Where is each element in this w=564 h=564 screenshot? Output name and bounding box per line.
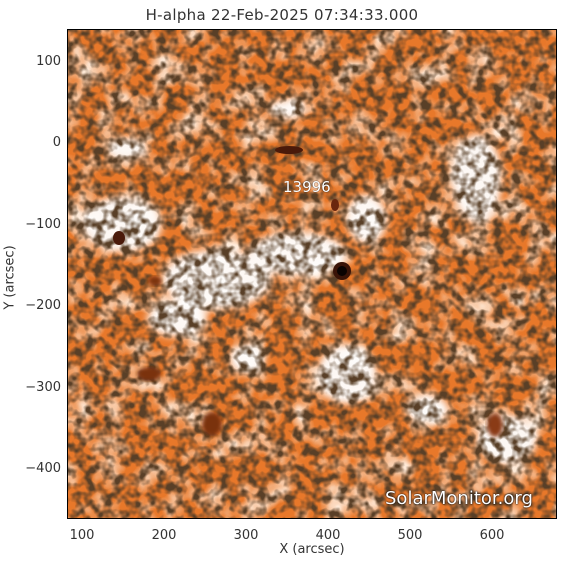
x-tick-label: 100: [69, 528, 95, 543]
image-title: H-alpha 22-Feb-2025 07:34:33.000: [145, 6, 419, 24]
y-tick-label: −400: [25, 461, 61, 476]
solar-image-canvas: [67, 29, 557, 519]
watermark: SolarMonitor.org: [385, 488, 533, 509]
active-region-label: 13996: [283, 178, 331, 196]
x-tick-label: 400: [315, 528, 341, 543]
x-tick-label: 500: [397, 528, 423, 543]
y-axis-label: Y (arcsec): [2, 245, 18, 310]
x-tick-label: 600: [479, 528, 505, 543]
y-tick-label: −200: [25, 298, 61, 313]
y-tick-label: 0: [52, 135, 61, 150]
y-tick-label: 100: [36, 54, 61, 69]
y-tick-label: −300: [25, 380, 61, 395]
x-axis-label: X (arcsec): [279, 542, 345, 557]
x-tick-label: 300: [233, 528, 259, 543]
dark-fibrils: [67, 29, 557, 519]
h-alpha-image: [67, 29, 557, 519]
y-tick-label: −100: [25, 217, 61, 232]
x-tick-label: 200: [151, 528, 177, 543]
dark-features: [113, 146, 503, 437]
